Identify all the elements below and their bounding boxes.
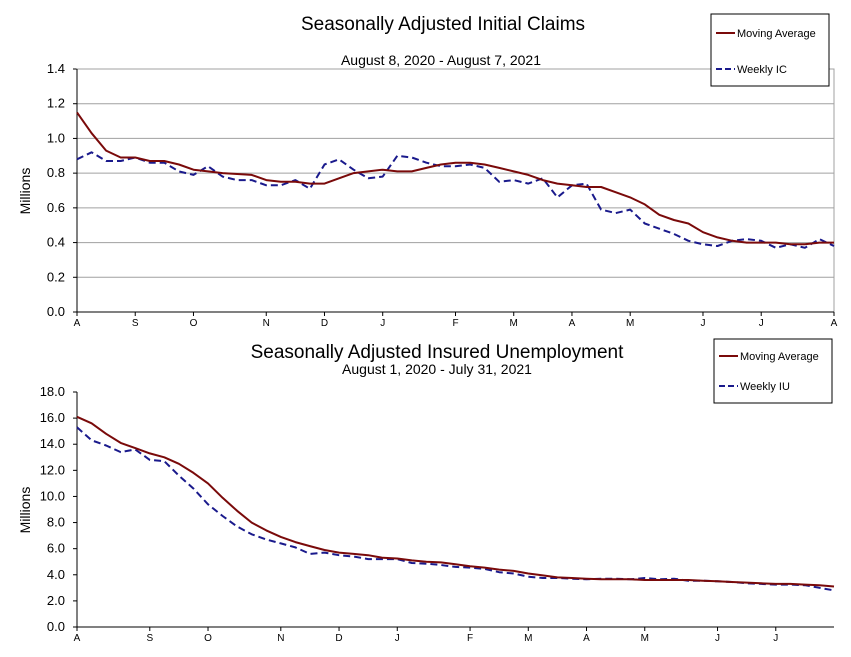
- chart2-x-tick-label: N: [277, 633, 284, 644]
- chart1-y-tick-labels: 0.0 0.2 0.4 0.6 0.8 1.0 1.2 1.4: [47, 61, 65, 319]
- chart2-legend: Moving Average Weekly IU: [713, 338, 833, 404]
- chart1-x-tick-label: J: [700, 318, 705, 329]
- chart2-y-tick-label: 8.0: [47, 515, 65, 530]
- chart2-x-tick-label: O: [204, 633, 212, 644]
- chart1-y-tick-label: 1.2: [47, 96, 65, 111]
- chart2-x-tick-label: S: [146, 633, 153, 644]
- chart1-x-tick-label: J: [759, 318, 764, 329]
- chart1-x-tick-label: J: [380, 318, 385, 329]
- chart1-y-tick-label: 0.2: [47, 269, 65, 284]
- chart1-plot-frame: [76, 68, 835, 313]
- chart1-x-tick-label: N: [263, 318, 270, 329]
- chart2-y-axis-label: Millions: [17, 487, 33, 534]
- chart2-y-tick-label: 16.0: [40, 410, 65, 425]
- chart2-y-tick-labels: 0.0 2.0 4.0 6.0 8.0 10.0 12.0 14.0 16.0 18.0: [40, 384, 65, 634]
- chart2-series: [76, 415, 835, 592]
- chart1-legend-box: [710, 13, 830, 87]
- chart1-x-tick-label: M: [510, 318, 518, 329]
- chart2-x-tick-label: M: [641, 633, 649, 644]
- chart2-x-tick-label: A: [583, 633, 590, 644]
- chart2-legend-box: [713, 338, 833, 404]
- chart2-y-tick-label: 18.0: [40, 384, 65, 399]
- chart2-y-tick-label: 10.0: [40, 488, 65, 503]
- chart1-y-tick-label: 1.0: [47, 130, 65, 145]
- chart1-x-tick-label: A: [831, 318, 838, 329]
- chart1-y-tick-label: 0.6: [47, 200, 65, 215]
- chart1-legend-ma-label: Moving Average: [737, 28, 816, 40]
- chart1-x-tick-label: M: [626, 318, 634, 329]
- initial-claims-chart: Seasonally Adjusted Initial Claims Augus…: [17, 13, 838, 329]
- chart2-moving-average-line: [76, 415, 835, 588]
- chart1-x-tick-label: O: [190, 318, 198, 329]
- chart1-axes: [73, 68, 835, 316]
- chart1-moving-average-line: [76, 111, 834, 246]
- chart2-subtitle: August 1, 2020 - July 31, 2021: [342, 361, 532, 377]
- chart1-x-tick-label: A: [74, 318, 81, 329]
- chart1-x-tick-label: A: [569, 318, 576, 329]
- chart1-y-axis-label: Millions: [17, 168, 33, 215]
- chart2-x-tick-label: F: [467, 633, 473, 644]
- chart2-y-tick-label: 12.0: [40, 462, 65, 477]
- chart1-weekly-line: [76, 151, 835, 249]
- chart1-subtitle: August 8, 2020 - August 7, 2021: [341, 52, 541, 68]
- chart2-x-tick-label: J: [715, 633, 720, 644]
- chart1-legend: Moving Average Weekly IC: [710, 13, 830, 87]
- chart2-x-tick-label: D: [335, 633, 342, 644]
- chart1-title: Seasonally Adjusted Initial Claims: [301, 14, 585, 35]
- chart2-axes: [73, 391, 834, 631]
- chart2-title: Seasonally Adjusted Insured Unemployment: [251, 342, 625, 363]
- chart2-x-tick-label: M: [524, 633, 532, 644]
- chart2-x-tick-label: J: [773, 633, 778, 644]
- chart1-y-tick-label: 0.8: [47, 165, 65, 180]
- chart2-x-tick-label: A: [74, 633, 81, 644]
- chart1-legend-weekly-label: Weekly IC: [737, 64, 787, 76]
- chart1-y-tick-label: 1.4: [47, 61, 65, 76]
- chart2-legend-weekly-label: Weekly IU: [740, 381, 790, 393]
- chart2-weekly-line: [76, 426, 835, 592]
- chart2-legend-ma-label: Moving Average: [740, 351, 819, 363]
- chart1-x-tick-label: F: [452, 318, 458, 329]
- insured-unemployment-chart: Seasonally Adjusted Insured Unemployment…: [17, 338, 835, 644]
- chart2-y-tick-label: 0.0: [47, 619, 65, 634]
- chart1-gridlines: [77, 68, 834, 313]
- chart1-x-tick-label: S: [132, 318, 139, 329]
- chart1-x-tick-label: D: [321, 318, 328, 329]
- chart2-x-tick-label: J: [395, 633, 400, 644]
- chart1-y-tick-label: 0.4: [47, 235, 65, 250]
- chart2-y-tick-label: 6.0: [47, 541, 65, 556]
- chart2-y-tick-label: 4.0: [47, 567, 65, 582]
- chart2-y-tick-label: 2.0: [47, 593, 65, 608]
- chart1-series: [76, 111, 835, 249]
- chart2-y-tick-label: 14.0: [40, 436, 65, 451]
- chart1-y-tick-label: 0.0: [47, 304, 65, 319]
